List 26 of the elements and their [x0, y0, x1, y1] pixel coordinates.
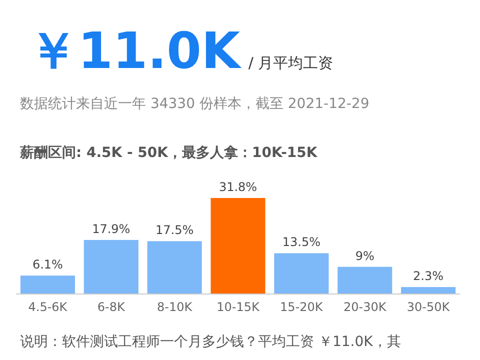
- x-tick-label: 30-50K: [406, 300, 451, 314]
- x-tick-label: 6-8K: [97, 300, 126, 314]
- data-label: 9%: [355, 248, 374, 263]
- x-tick-label: 10-15K: [216, 300, 260, 314]
- data-label: 17.9%: [92, 222, 130, 236]
- x-tick-label: 15-20K: [280, 300, 324, 314]
- chart-subtitle: / 月平均工资: [248, 54, 334, 72]
- text: 数据统计来自近一年 34330 份样本，截至 2021-12-29: [20, 96, 370, 112]
- x-tick-label: 20-30K: [343, 300, 388, 314]
- bar: [338, 266, 392, 294]
- bar: [401, 287, 456, 294]
- text: 薪酬区间: 4.5K - 50K，最多人拿：10K-15K: [19, 145, 318, 161]
- data-label: 2.3%: [413, 269, 444, 284]
- text: 说明：软件测试工程师一个月多少钱？平均工资 ￥11.0K，其: [20, 334, 401, 350]
- data-label: 6.1%: [32, 258, 63, 272]
- bar: [274, 253, 329, 294]
- data-label: 13.5%: [282, 235, 320, 250]
- x-tick-label: 4.5-6K: [28, 300, 68, 314]
- bar: [84, 240, 138, 294]
- x-tick-label: 8-10K: [157, 300, 194, 314]
- chart-title: ￥11.0K: [28, 22, 242, 80]
- bar: [147, 241, 202, 294]
- data-label: 17.5%: [156, 223, 194, 238]
- bar: [210, 198, 266, 294]
- bar: [20, 276, 75, 294]
- data-label: 31.8%: [218, 180, 258, 194]
